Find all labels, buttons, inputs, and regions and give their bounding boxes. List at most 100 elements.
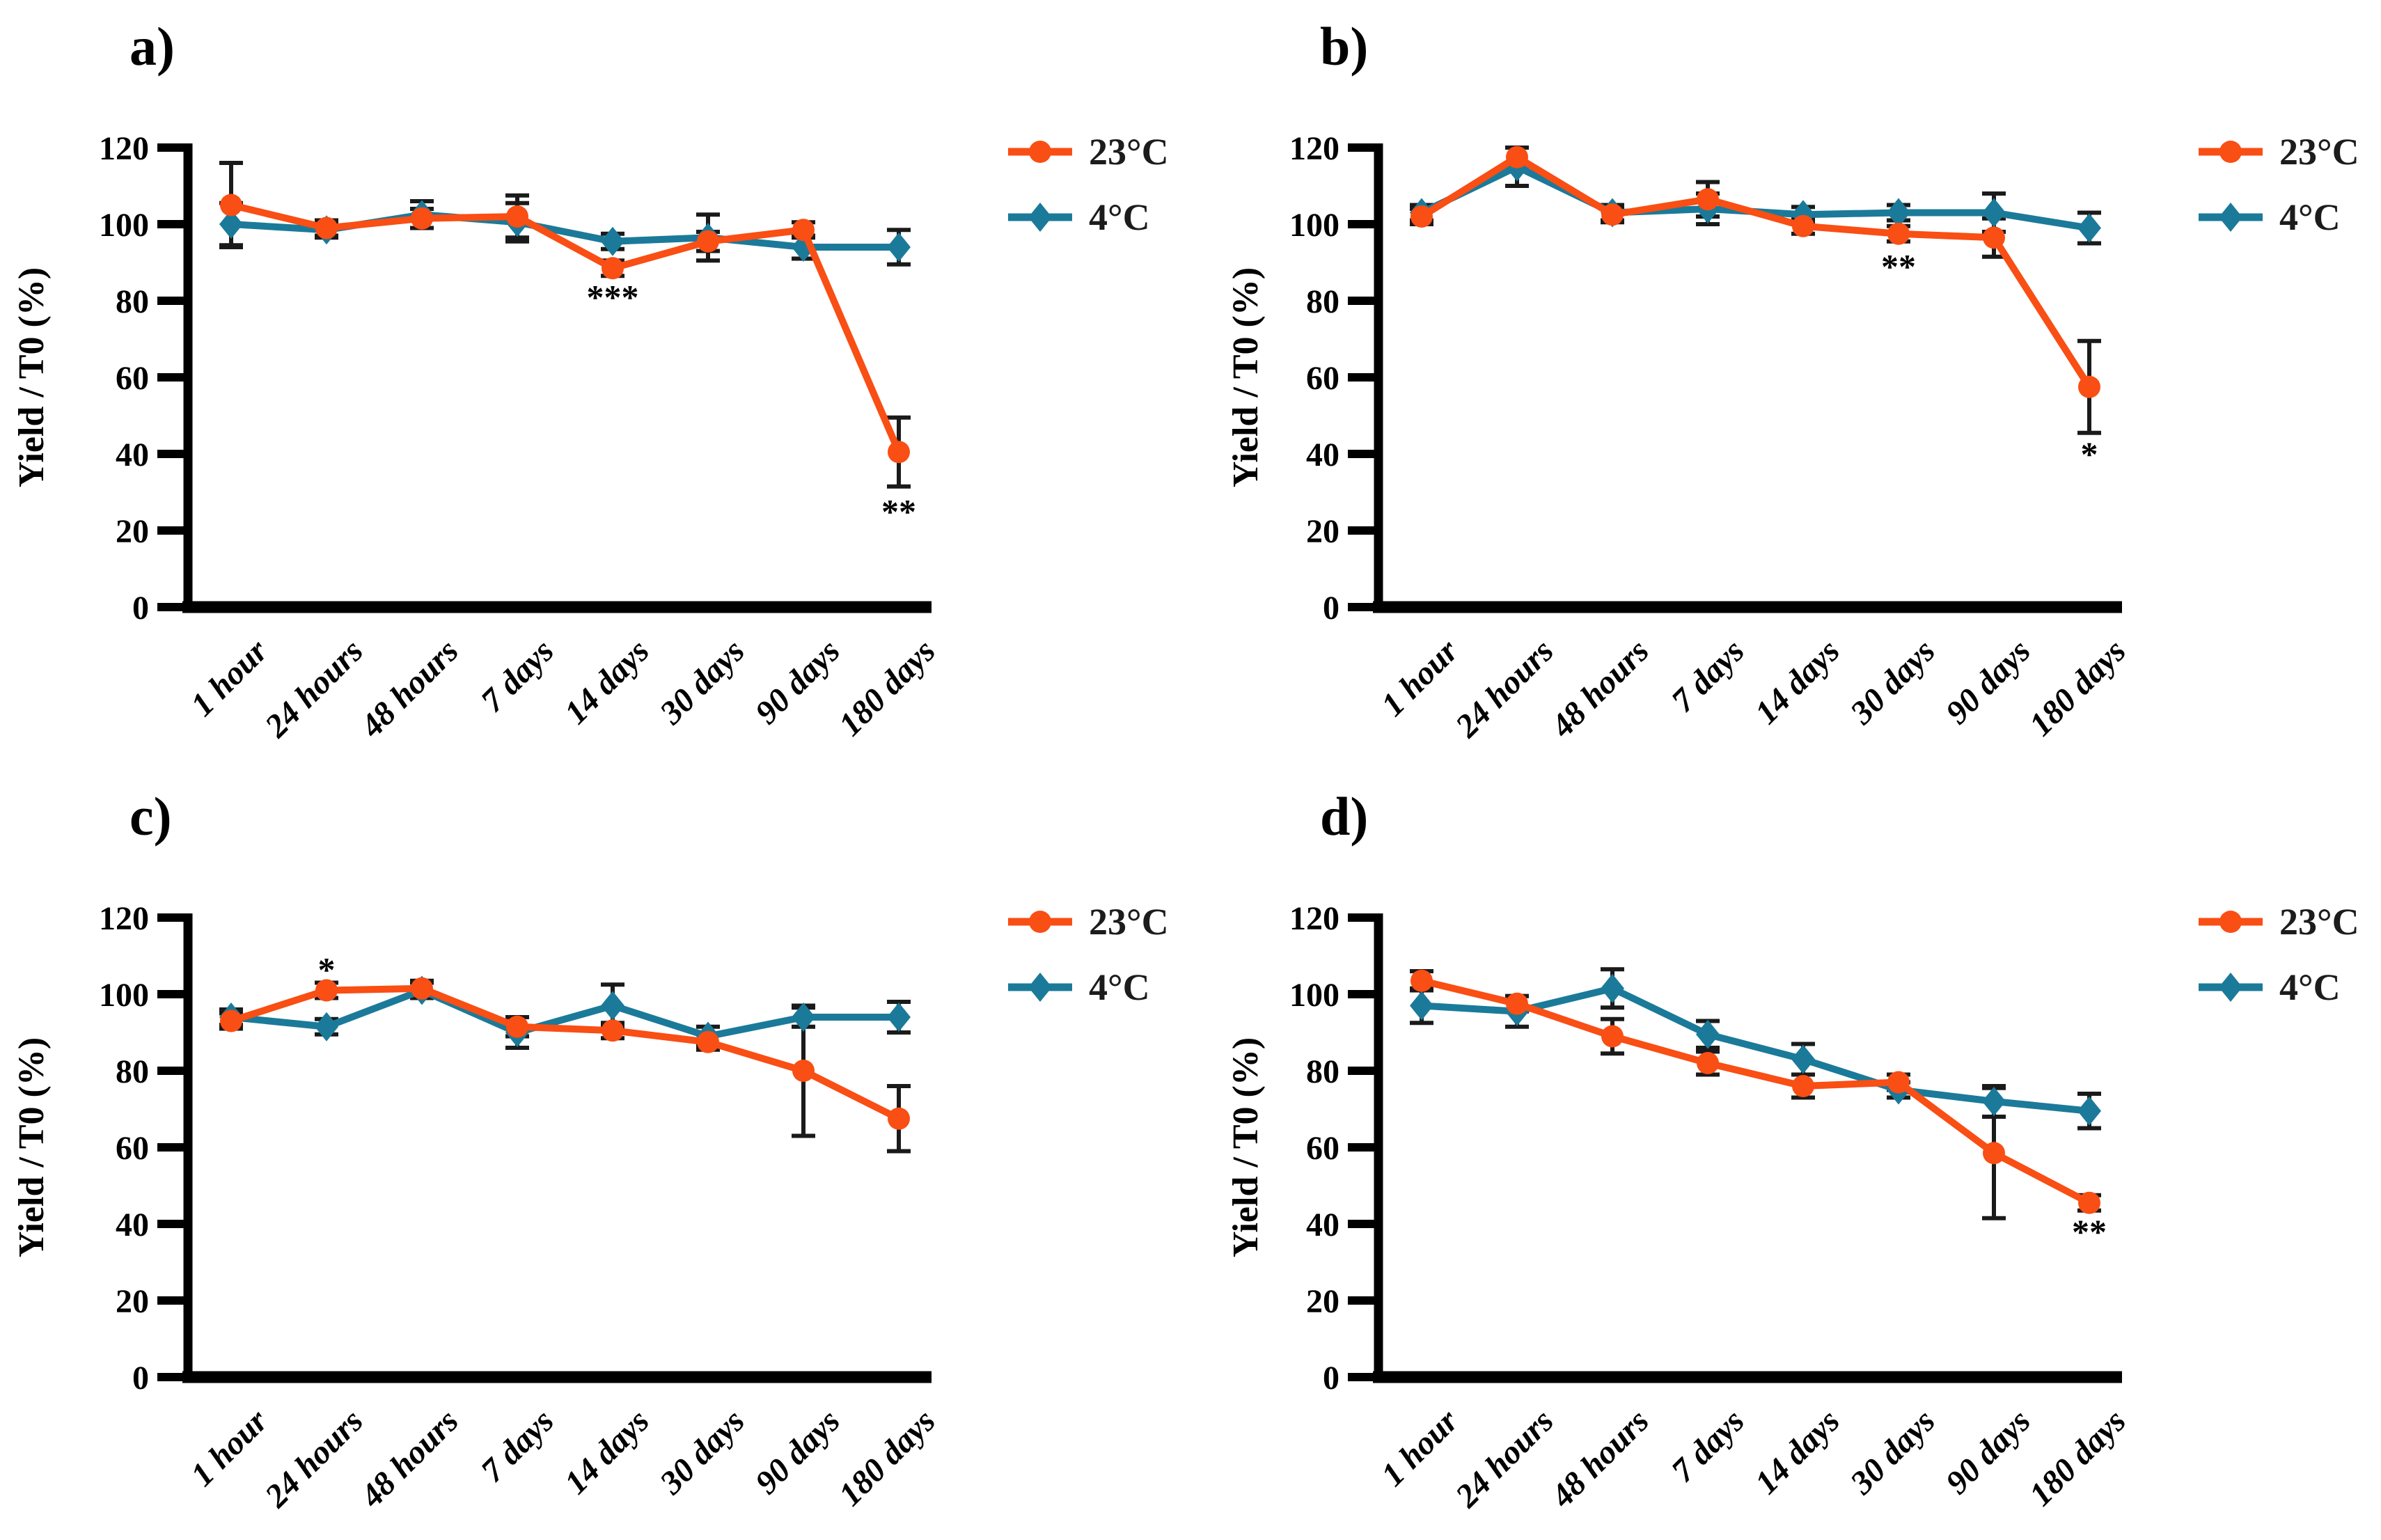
y-tick-label: 80 [1306,283,1339,320]
y-tick-label: 20 [1306,513,1339,550]
series-23C-marker [602,1019,624,1042]
y-tick-label: 120 [1289,130,1339,167]
x-tick-label: 48 hours [1543,1402,1656,1515]
y-tick-label: 40 [1306,437,1339,473]
series-23C-marker [1983,226,2005,249]
significance-star: ** [881,492,916,531]
series-23C-line [1418,977,2093,1207]
series-4C-marker [1791,1044,1815,1074]
x-tick-label: 180 days [832,1402,943,1513]
x-tick-label: 48 hours [353,1402,466,1515]
legend-marker-4C [2219,973,2242,1002]
series-23C-marker [1887,1071,1910,1094]
y-tick-label: 0 [1323,590,1339,627]
x-tick-label: 24 hours [258,1402,370,1515]
y-tick-label: 120 [1289,900,1339,937]
series-23C-marker [411,207,433,230]
series-23C-marker [506,1015,528,1038]
series-23C-marker [315,979,338,1002]
y-tick-label: 100 [1289,977,1339,1014]
series-23C-marker [1792,214,1814,237]
series-4C-marker [2077,213,2101,243]
x-tick-label: 1 hour [184,631,276,723]
x-tick-label: 48 hours [353,632,466,745]
series-4C-marker [219,210,243,239]
x-tick-label: 48 hours [1543,632,1656,745]
x-tick-label: 14 days [558,632,657,731]
series-4C-marker [792,1003,815,1032]
series-23C-marker [1697,188,1719,211]
series-23C-marker [315,217,338,239]
series-4C-marker [1410,991,1433,1021]
significance-star: * [2081,434,2098,473]
legend-marker-4C [2219,203,2242,232]
y-tick-label: 60 [116,1130,149,1167]
x-tick-label: 180 days [2022,632,2133,743]
legend-marker-23C [2219,911,2242,933]
series-23C-marker [1983,1142,2005,1165]
y-tick-label: 60 [116,360,149,397]
x-tick-label: 7 days [474,1402,561,1489]
series-4C-marker [1982,1087,2006,1116]
x-tick-label: 30 days [652,632,752,732]
x-tick-label: 24 hours [1448,632,1561,745]
y-tick-label: 100 [99,977,149,1014]
x-tick-label: 7 days [474,632,561,719]
series-4C-marker [601,226,624,256]
series-23C-marker [1506,992,1528,1015]
y-axis-title: Yield / T0 (%) [1226,267,1266,487]
series-23C-line [228,984,902,1122]
y-tick-label: 20 [116,1283,149,1320]
x-tick-label: 14 days [1748,632,1847,731]
y-tick-label: 80 [1306,1053,1339,1090]
legend-label-23C: 23°C [1089,901,1169,943]
series-4C-marker [1601,973,1624,1003]
x-tick-label: 1 hour [1374,1401,1466,1493]
series-23C-marker [1697,1052,1719,1074]
x-tick-label: 180 days [2022,1402,2133,1513]
series-4C-marker [601,991,624,1021]
y-tick-label: 40 [116,1207,149,1243]
x-tick-label: 30 days [1843,1402,1942,1502]
x-tick-label: 14 days [558,1402,657,1501]
series-23C-marker [697,1030,719,1053]
series-23C-marker [1601,203,1624,226]
panel-d: d) Yield / T0 (%) 0 20 40 60 80 100 120 1 hour 2… [1190,770,2381,1540]
legend-marker-4C [1028,203,1052,232]
y-tick-label: 0 [1323,1360,1339,1397]
panel-a-label: a) [129,16,175,77]
y-tick-label: 120 [99,130,149,167]
y-tick-label: 20 [1306,1283,1339,1320]
legend-marker-23C [2219,141,2242,163]
series-4C-marker [887,233,911,262]
series-4C-marker [2077,1096,2101,1126]
y-tick-label: 60 [1306,360,1339,397]
series-23C-marker [1887,222,1910,245]
y-tick-label: 120 [99,900,149,937]
significance-star: * [318,950,336,989]
y-tick-label: 80 [116,1053,149,1090]
y-tick-label: 20 [116,513,149,550]
legend-label-4C: 4°C [1089,196,1150,238]
series-23C-marker [1410,205,1433,228]
significance-star: ** [1881,247,1916,286]
series-23C-marker [1792,1075,1814,1097]
legend-label-4C: 4°C [2279,196,2341,238]
y-axis-title: Yield / T0 (%) [12,267,52,487]
series-23C-marker [506,205,528,228]
panel-b: b) Yield / T0 (%) 0 20 40 60 80 100 120 1 hour 2… [1190,0,2381,770]
x-tick-label: 7 days [1665,1402,1752,1489]
series-23C-marker [697,230,719,253]
series-4C-line [228,987,902,1040]
y-axis-title: Yield / T0 (%) [1226,1037,1266,1257]
panel-d-label: d) [1320,786,1369,847]
x-tick-label: 7 days [1665,632,1752,719]
x-tick-label: 24 hours [258,632,370,745]
series-23C-line [228,201,902,456]
series-23C-line [1418,153,2093,391]
y-tick-label: 100 [99,207,149,244]
legend-label-23C: 23°C [2279,131,2359,173]
panel-b-label: b) [1320,16,1369,77]
